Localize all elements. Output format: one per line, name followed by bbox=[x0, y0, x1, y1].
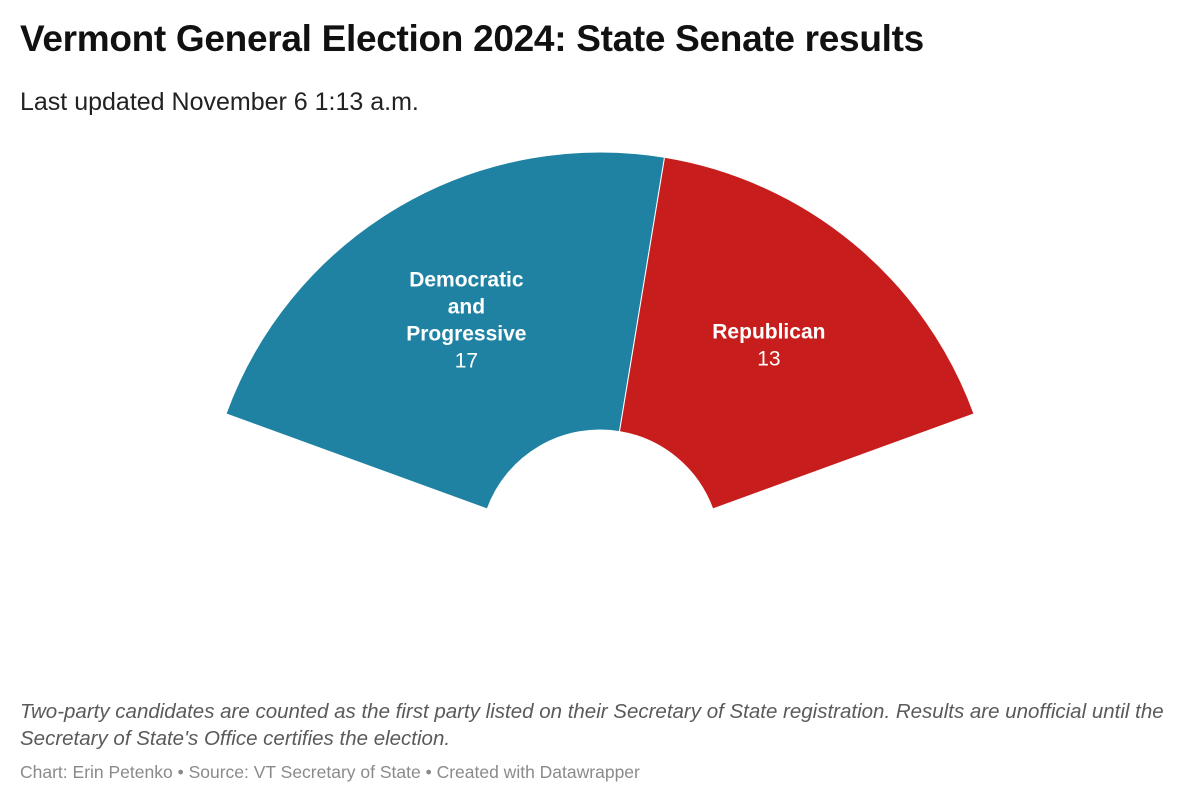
slice-democratic-and-progressive bbox=[225, 151, 666, 510]
slice-value-label: 17 bbox=[455, 350, 478, 373]
footnote: Two-party candidates are counted as the … bbox=[20, 700, 1164, 750]
slice-name-label: Democratic bbox=[409, 269, 524, 292]
chart-title: Vermont General Election 2024: State Sen… bbox=[20, 18, 924, 59]
slice-name-label: Republican bbox=[712, 320, 825, 343]
chart-area: Democratic and Progressive 17 Republican 13 bbox=[0, 130, 1200, 690]
chart-subtitle: Last updated November 6 1:13 a.m. bbox=[20, 88, 419, 116]
slice-label-group: Democratic and Progressive 17 bbox=[406, 269, 526, 373]
semicircle-chart: Democratic and Progressive 17 Republican 13 bbox=[225, 151, 975, 510]
slice-value-label: 13 bbox=[757, 347, 780, 370]
credits: Chart: Erin Petenko • Source: VT Secreta… bbox=[20, 762, 640, 782]
slice-name-label: and bbox=[448, 296, 485, 319]
slice-republican bbox=[618, 156, 975, 510]
slice-name-label: Progressive bbox=[406, 323, 526, 346]
slice-label-group: Republican 13 bbox=[712, 320, 825, 370]
